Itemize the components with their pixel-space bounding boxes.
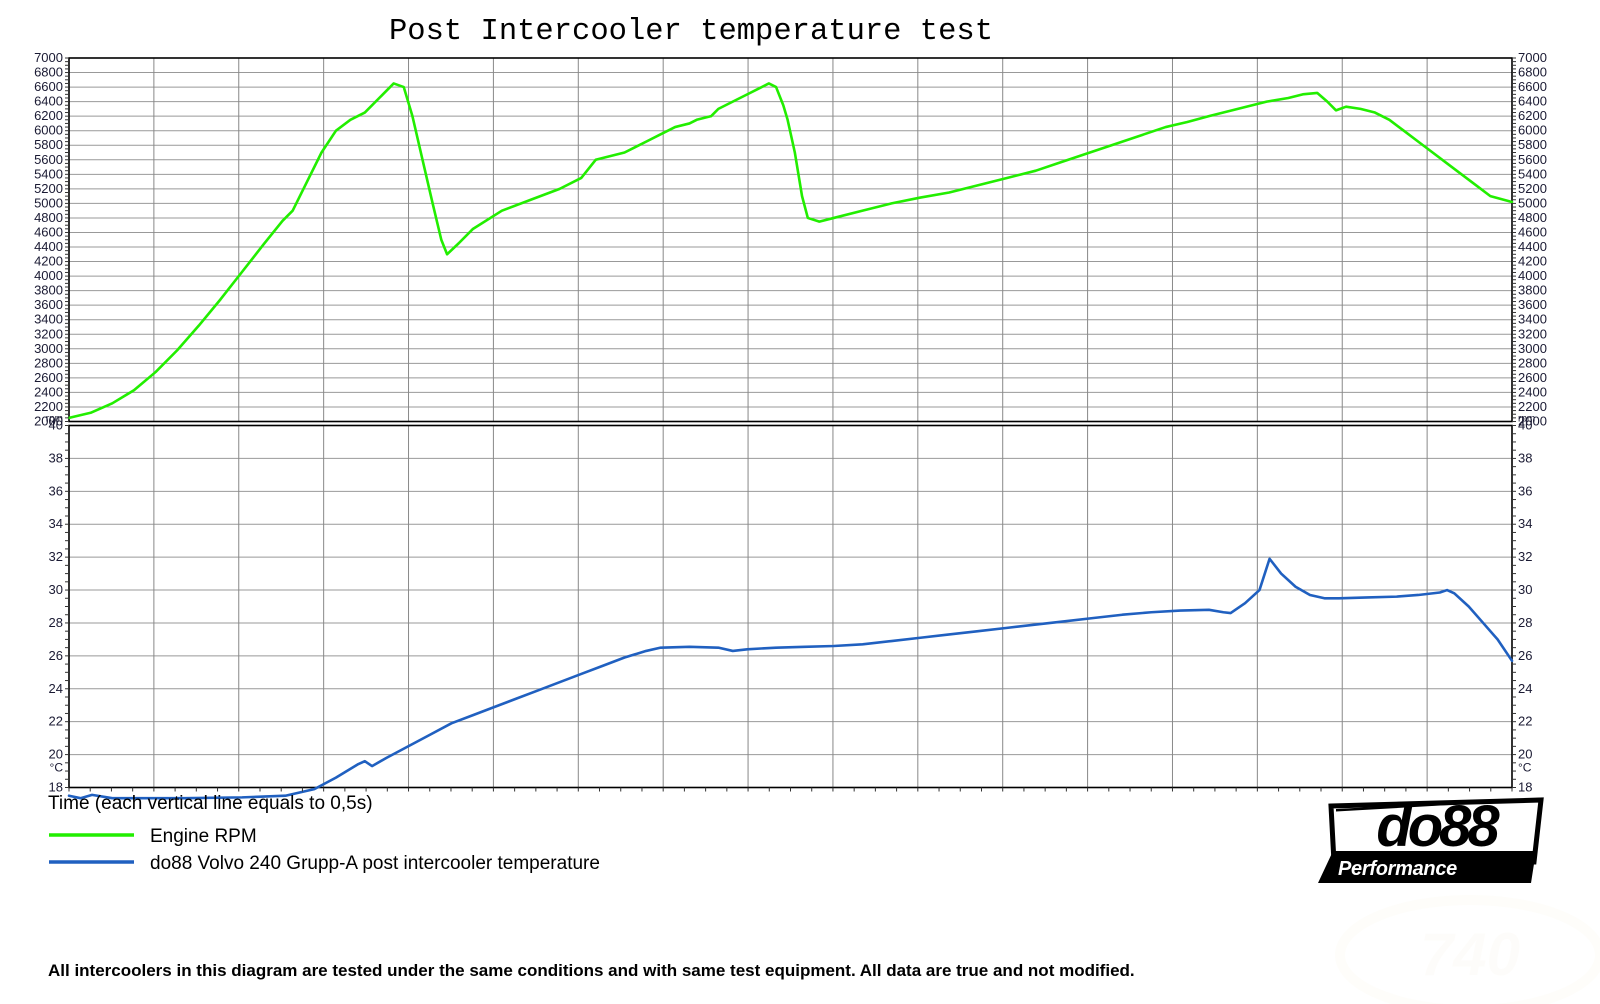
svg-text:Performance: Performance: [1338, 858, 1457, 880]
svg-text:6600: 6600: [1518, 79, 1547, 94]
svg-text:7000: 7000: [34, 50, 63, 65]
svg-text:4000: 4000: [34, 268, 63, 283]
svg-text:4400: 4400: [34, 239, 63, 254]
svg-text:30: 30: [1518, 582, 1532, 597]
svg-text:3400: 3400: [1518, 312, 1547, 327]
svg-text:32: 32: [1518, 549, 1532, 564]
svg-text:5000: 5000: [34, 195, 63, 210]
svg-text:4000: 4000: [1518, 268, 1547, 283]
svg-text:2600: 2600: [1518, 370, 1547, 385]
svg-text:6400: 6400: [34, 94, 63, 109]
svg-text:3200: 3200: [1518, 326, 1547, 341]
svg-text:6200: 6200: [1518, 108, 1547, 123]
svg-text:22: 22: [1518, 714, 1532, 729]
svg-text:28: 28: [49, 615, 63, 630]
svg-text:7000: 7000: [1518, 50, 1547, 65]
svg-text:22: 22: [49, 714, 63, 729]
svg-text:2800: 2800: [1518, 355, 1547, 370]
svg-text:28: 28: [1518, 615, 1532, 630]
svg-text:38: 38: [49, 450, 63, 465]
svg-text:34: 34: [49, 516, 63, 531]
svg-text:6400: 6400: [1518, 94, 1547, 109]
svg-text:26: 26: [49, 648, 63, 663]
svg-text:3200: 3200: [34, 326, 63, 341]
svg-text:18: 18: [1518, 780, 1532, 795]
svg-text:°C: °C: [50, 761, 64, 775]
svg-text:2800: 2800: [34, 355, 63, 370]
svg-text:4600: 4600: [34, 224, 63, 239]
svg-text:36: 36: [49, 483, 63, 498]
svg-text:6800: 6800: [34, 65, 63, 80]
svg-text:3600: 3600: [34, 297, 63, 312]
svg-text:26: 26: [1518, 648, 1532, 663]
svg-text:36: 36: [1518, 483, 1532, 498]
svg-text:4800: 4800: [1518, 210, 1547, 225]
svg-text:20: 20: [49, 747, 63, 762]
svg-text:3400: 3400: [34, 312, 63, 327]
svg-text:5600: 5600: [1518, 152, 1547, 167]
svg-text:°C: °C: [1518, 761, 1532, 775]
svg-text:2400: 2400: [1518, 384, 1547, 399]
svg-text:3000: 3000: [1518, 341, 1547, 356]
svg-text:6600: 6600: [34, 79, 63, 94]
svg-text:6000: 6000: [1518, 123, 1547, 138]
svg-text:5400: 5400: [34, 166, 63, 181]
svg-text:5600: 5600: [34, 152, 63, 167]
svg-text:do88: do88: [1376, 794, 1500, 859]
svg-text:2200: 2200: [34, 399, 63, 414]
svg-text:6000: 6000: [34, 123, 63, 138]
svg-text:2200: 2200: [1518, 399, 1547, 414]
svg-text:24: 24: [49, 681, 63, 696]
svg-text:5200: 5200: [1518, 181, 1547, 196]
svg-text:24: 24: [1518, 681, 1532, 696]
svg-text:3800: 3800: [34, 283, 63, 298]
svg-text:3600: 3600: [1518, 297, 1547, 312]
svg-text:3800: 3800: [1518, 283, 1547, 298]
svg-text:6200: 6200: [34, 108, 63, 123]
svg-text:5800: 5800: [34, 137, 63, 152]
svg-text:4600: 4600: [1518, 224, 1547, 239]
svg-text:20: 20: [1518, 747, 1532, 762]
svg-text:34: 34: [1518, 516, 1532, 531]
svg-text:40: 40: [1518, 418, 1532, 433]
svg-text:2400: 2400: [34, 384, 63, 399]
svg-text:4200: 4200: [34, 254, 63, 269]
svg-text:4200: 4200: [1518, 254, 1547, 269]
svg-text:38: 38: [1518, 450, 1532, 465]
svg-text:4400: 4400: [1518, 239, 1547, 254]
svg-text:5400: 5400: [1518, 166, 1547, 181]
svg-text:5000: 5000: [1518, 195, 1547, 210]
svg-text:40: 40: [49, 418, 63, 433]
svg-text:6800: 6800: [1518, 65, 1547, 80]
svg-text:2600: 2600: [34, 370, 63, 385]
svg-text:5200: 5200: [34, 181, 63, 196]
svg-text:32: 32: [49, 549, 63, 564]
svg-text:30: 30: [49, 582, 63, 597]
svg-text:3000: 3000: [34, 341, 63, 356]
svg-text:4800: 4800: [34, 210, 63, 225]
svg-text:5800: 5800: [1518, 137, 1547, 152]
